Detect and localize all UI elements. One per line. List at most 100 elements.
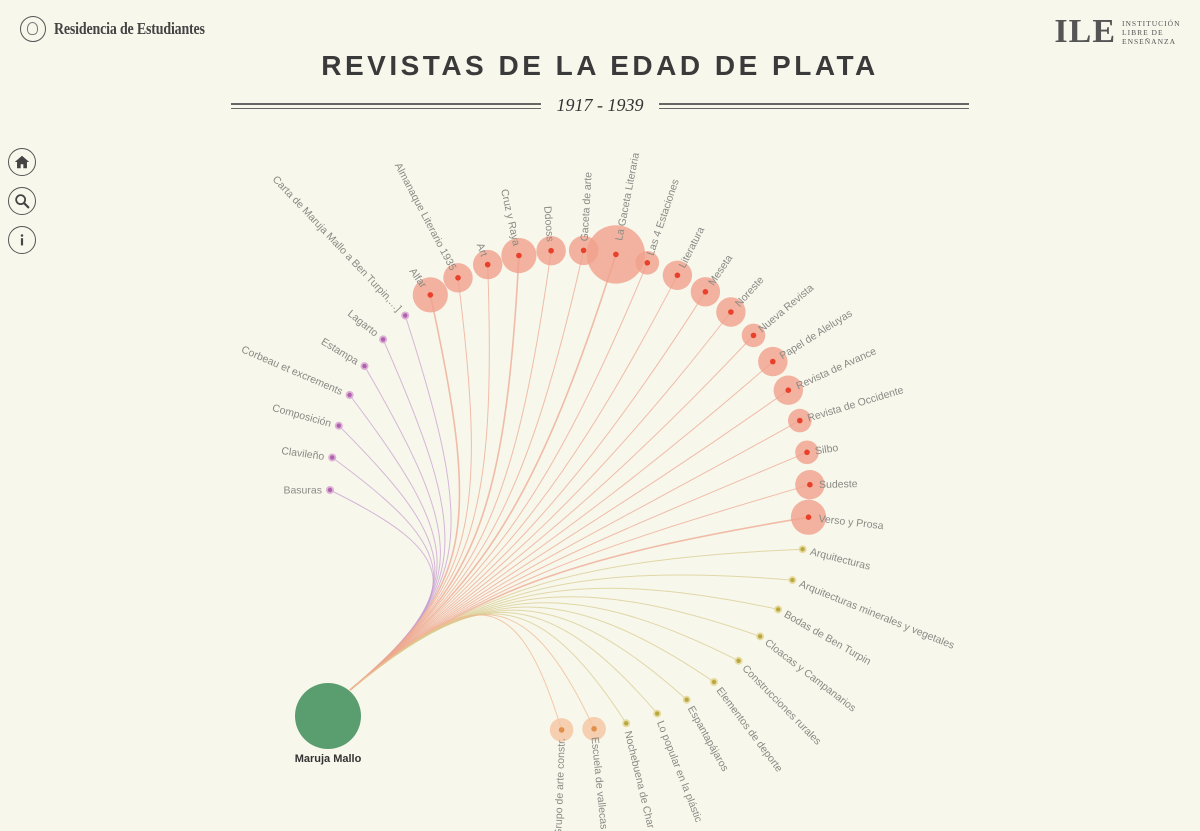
node-dot-grupo-de-arte-constr [558, 727, 565, 733]
node-dot-verso-y-prosa [805, 514, 812, 520]
link-basuras [329, 489, 434, 691]
info-button[interactable] [8, 226, 36, 254]
node-label-arquitecturas: Arquitecturas [809, 546, 872, 573]
center-label: Maruja Mallo [295, 753, 362, 765]
node-dot-elementos-de-deporte [711, 679, 717, 685]
link-lagarto [349, 339, 446, 691]
node-dot-escuela-de-vallecas [591, 726, 597, 732]
link-revista-de-avance [349, 389, 789, 691]
node-dot-almanaque-literario-1935 [455, 275, 461, 281]
search-icon [15, 194, 30, 209]
home-button[interactable] [8, 148, 36, 176]
link-carta-de-maruja-mallo-a-ben-turpin [349, 315, 452, 691]
link-alfar [349, 294, 461, 691]
node-dot-estampa [362, 363, 367, 369]
ile-logo-line: LIBRE DE [1122, 27, 1164, 37]
node-label-lagarto: Lagarto [345, 308, 380, 340]
link-grupo-de-arte-constr [349, 614, 563, 731]
node-dot-gaceta-de-arte [580, 247, 587, 254]
node-dot-alfar [427, 292, 434, 298]
node-label-clavileno: Clavileño [281, 445, 326, 463]
node-label-sudeste: Sudeste [819, 478, 858, 491]
link-composicion [338, 425, 436, 691]
node-dot-carta-de-maruja-mallo-a-ben-turpin [403, 313, 408, 318]
ile-logo-line: INSTITUCIÓN [1122, 18, 1181, 28]
residencia-logo[interactable]: Residencia de Estudiantes [20, 16, 238, 42]
title-rule-left [231, 103, 541, 109]
node-dot-construcciones-rurales [736, 658, 741, 663]
node-dot-clavileno [330, 455, 335, 460]
link-silbo [349, 451, 808, 691]
node-label-grupo-de-arte-constr: Grupo de arte constr. [552, 738, 567, 831]
node-label-literatura: Literatura [677, 225, 708, 270]
link-las-4-estaciones [349, 262, 648, 691]
node-dot-las-4-estaciones [644, 260, 651, 266]
node-dot-lo-popular-en-la-plastic [655, 711, 660, 716]
search-button[interactable] [8, 187, 36, 215]
node-label-verso-y-prosa: Verso y Prosa [818, 513, 884, 532]
node-dot-nochebuena-de-char [624, 721, 629, 726]
page-title: REVISTAS DE LA EDAD DE PLATA [321, 50, 879, 81]
node-dot-corbeau-et-excrements [347, 392, 352, 398]
node-dot-papel-de-aleluyas [770, 358, 776, 365]
node-dot-arquitecturas-minerales-y-vegetales [790, 577, 795, 583]
ile-logo-line: ENSEÑANZA [1122, 36, 1176, 46]
node-dot-sudeste [807, 481, 813, 488]
link-escuela-de-vallecas [349, 614, 595, 730]
node-label-composicion: Composición [271, 402, 333, 430]
node-label-gaceta-de-arte: Gaceta de arte [579, 171, 595, 241]
title-rule-right [659, 103, 969, 109]
ile-logo-mark: ILE [1054, 13, 1116, 50]
node-dot-nueva-revista [750, 332, 757, 339]
center-node[interactable] [295, 683, 361, 749]
node-label-estampa: Estampa [319, 336, 361, 368]
node-label-revista-de-occidente: Revista de Occidente [806, 384, 905, 424]
node-label-noreste: Noreste [733, 274, 767, 309]
node-dot-bodas-de-ben-turpin [776, 607, 781, 612]
node-dot-composicion [336, 423, 341, 428]
ile-logo-text: INSTITUCIÓN LIBRE DE ENSEÑANZA [1122, 18, 1181, 46]
link-lo-popular-en-la-plastic [349, 612, 658, 714]
node-dot-literatura [674, 272, 681, 279]
link-clavileno [331, 457, 435, 691]
node-dot-meseta [702, 289, 709, 295]
node-label-nueva-revista: Nueva Revista [756, 282, 816, 335]
node-label-silbo: Silbo [814, 442, 839, 458]
link-gaceta-de-arte [349, 250, 585, 691]
node-dot-la-gaceta-literaria [613, 251, 619, 258]
node-dot-cruz-y-raya [516, 252, 522, 259]
node-dot-revista-de-occidente [797, 417, 803, 424]
year-range: 1917 - 1939 [556, 95, 644, 115]
node-label-art: Art [474, 242, 490, 259]
node-label-escuela-de-vallecas: Escuela de vallecas [588, 736, 609, 830]
node-label-lo-popular-en-la-plastic: Lo popular en la plástic [654, 719, 704, 824]
link-nochebuena-de-char [349, 613, 627, 724]
node-label-carta-de-maruja-mallo-a-ben-turpin: Carta de Maruja Mallo a Ben Turpin,…] [270, 174, 404, 315]
node-dot-revista-de-avance [785, 387, 792, 394]
info-icon [20, 234, 24, 246]
node-dot-noreste [728, 309, 734, 315]
node-dot-arquitecturas [800, 547, 805, 552]
link-estampa [349, 365, 441, 691]
node-label-cruz-y-raya: Cruz y Raya [498, 188, 522, 247]
node-dot-silbo [804, 449, 810, 456]
link-revista-de-occidente [349, 420, 801, 691]
residencia-logo-text: Residencia de Estudiantes [54, 19, 205, 38]
node-label-meseta: Meseta [706, 253, 735, 288]
home-icon [14, 155, 30, 169]
node-dot-basuras [327, 487, 333, 493]
node-label-ddooss: Ddooss [541, 206, 556, 242]
link-layer [329, 250, 811, 731]
node-dot-cloacas-y-campanarios [757, 634, 763, 639]
node-dot-lagarto [380, 337, 386, 342]
residencia-seal-icon [20, 16, 46, 42]
node-label-las-4-estaciones: Las 4 Estaciones [645, 178, 682, 258]
node-label-papel-de-aleluyas: Papel de Aleluyas [778, 307, 855, 362]
node-label-nochebuena-de-char: Nochebuena de Char [622, 730, 657, 830]
node-label-almanaque-literario-1935: Almanaque Literario 1935 [392, 161, 459, 273]
node-label-espantapajaros: Espantapájaros [685, 704, 731, 774]
ile-logo[interactable]: ILE INSTITUCIÓN LIBRE DE ENSEÑANZA [1054, 13, 1181, 50]
node-dot-espantapajaros [684, 697, 689, 702]
node-dot-art [484, 261, 491, 268]
